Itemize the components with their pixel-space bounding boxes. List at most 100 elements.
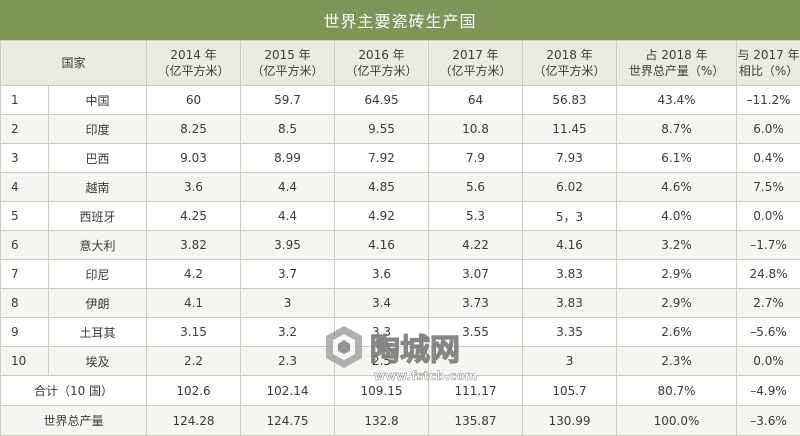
cell-2018: 56.83 (523, 86, 617, 115)
table-row: 10 埃及 2.2 2.3 2.5 3 2.3% 0.0% (1, 347, 800, 376)
cell-2016: 4.16 (335, 231, 429, 260)
cell-2017: 3.73 (429, 289, 523, 318)
cell-2014: 3.82 (147, 231, 241, 260)
cell-2017: 3.55 (429, 318, 523, 347)
cell-2015: 8.5 (241, 115, 335, 144)
cell-2014: 60 (147, 86, 241, 115)
table-row: 7 印尼 4.2 3.7 3.6 3.07 3.83 2.9% 24.8% (1, 260, 800, 289)
cell-change: –5.6% (737, 318, 800, 347)
header-2015-unit: （亿平方米） (252, 64, 324, 78)
cell-share: 43.4% (617, 86, 737, 115)
cell-2017 (429, 347, 523, 376)
country-name: 西班牙 (49, 202, 147, 231)
cell-2014: 9.03 (147, 144, 241, 173)
cell-2014: 3.6 (147, 173, 241, 202)
cell-2015: 3.95 (241, 231, 335, 260)
cell-change: 0.0% (737, 202, 800, 231)
country-name: 土耳其 (49, 318, 147, 347)
cell-2018: 105.7 (523, 376, 617, 406)
cell-2017: 135.87 (429, 406, 523, 436)
cell-2016: 3.6 (335, 260, 429, 289)
cell-2017: 4.22 (429, 231, 523, 260)
cell-2017: 7.9 (429, 144, 523, 173)
table-row: 3 巴西 9.03 8.99 7.92 7.9 7.93 6.1% 0.4% (1, 144, 800, 173)
cell-2014: 2.2 (147, 347, 241, 376)
cell-2016: 109.15 (335, 376, 429, 406)
header-share-line1: 占 2018 年 (645, 48, 707, 62)
row-index: 8 (1, 289, 49, 318)
country-name: 伊朗 (49, 289, 147, 318)
cell-2017: 64 (429, 86, 523, 115)
cell-change: –1.7% (737, 231, 800, 260)
table-row: 6 意大利 3.82 3.95 4.16 4.22 4.16 3.2% –1.7… (1, 231, 800, 260)
cell-2015: 2.3 (241, 347, 335, 376)
header-2014: 2014 年（亿平方米） (147, 41, 241, 86)
table-row: 5 西班牙 4.25 4.4 4.92 5.3 5，3 4.0% 0.0% (1, 202, 800, 231)
cell-2017: 5.3 (429, 202, 523, 231)
header-2015-year: 2015 年 (264, 48, 310, 62)
cell-2014: 3.15 (147, 318, 241, 347)
cell-share: 3.2% (617, 231, 737, 260)
cell-2017: 3.07 (429, 260, 523, 289)
row-index: 10 (1, 347, 49, 376)
cell-2018: 3 (523, 347, 617, 376)
cell-change: 24.8% (737, 260, 800, 289)
country-name: 巴西 (49, 144, 147, 173)
country-name: 意大利 (49, 231, 147, 260)
header-row: 国家 2014 年（亿平方米） 2015 年（亿平方米） 2016 年（亿平方米… (1, 41, 800, 86)
cell-2018: 130.99 (523, 406, 617, 436)
row-index: 7 (1, 260, 49, 289)
cell-2016: 4.92 (335, 202, 429, 231)
cell-change: 2.7% (737, 289, 800, 318)
cell-change: –3.6% (737, 406, 800, 436)
cell-2017: 10.8 (429, 115, 523, 144)
cell-2018: 11.45 (523, 115, 617, 144)
cell-change: 6.0% (737, 115, 800, 144)
cell-2015: 3.7 (241, 260, 335, 289)
cell-share: 8.7% (617, 115, 737, 144)
cell-share: 4.6% (617, 173, 737, 202)
cell-2018: 5，3 (523, 202, 617, 231)
header-2017: 2017 年（亿平方米） (429, 41, 523, 86)
header-2018: 2018 年 （亿平方米） (523, 41, 617, 86)
row-index: 6 (1, 231, 49, 260)
cell-2014: 102.6 (147, 376, 241, 406)
table-row: 4 越南 3.6 4.4 4.85 5.6 6.02 4.6% 7.5% (1, 173, 800, 202)
cell-change: –4.9% (737, 376, 800, 406)
production-table: 国家 2014 年（亿平方米） 2015 年（亿平方米） 2016 年（亿平方米… (0, 40, 800, 436)
page-title: 世界主要瓷砖生产国 (0, 0, 800, 40)
table-row: 1 中国 60 59.7 64.95 64 56.83 43.4% –11.2% (1, 86, 800, 115)
row-index: 1 (1, 86, 49, 115)
row-index: 2 (1, 115, 49, 144)
country-name: 越南 (49, 173, 147, 202)
table-row: 2 印度 8.25 8.5 9.55 10.8 11.45 8.7% 6.0% (1, 115, 800, 144)
cell-2018: 7.93 (523, 144, 617, 173)
cell-2015: 3.2 (241, 318, 335, 347)
cell-2015: 3 (241, 289, 335, 318)
header-share-line2: 世界总产量（%） (629, 64, 724, 78)
cell-2015: 8.99 (241, 144, 335, 173)
cell-2016: 2.5 (335, 347, 429, 376)
cell-share: 2.9% (617, 260, 737, 289)
cell-2014: 4.1 (147, 289, 241, 318)
header-2017-year: 2017 年 (452, 48, 498, 62)
header-2016: 2016 年（亿平方米） (335, 41, 429, 86)
cell-2015: 59.7 (241, 86, 335, 115)
cell-2016: 4.85 (335, 173, 429, 202)
cell-2018: 3.35 (523, 318, 617, 347)
cell-change: 0.0% (737, 347, 800, 376)
header-2018-year: 2018 年 (546, 48, 592, 62)
cell-2016: 64.95 (335, 86, 429, 115)
cell-2014: 124.28 (147, 406, 241, 436)
cell-share: 100.0% (617, 406, 737, 436)
total-label: 合计（10 国） (1, 376, 147, 406)
header-share: 占 2018 年世界总产量（%） (617, 41, 737, 86)
row-index: 9 (1, 318, 49, 347)
cell-change: –11.2% (737, 86, 800, 115)
table-row: 9 土耳其 3.15 3.2 3.3 3.55 3.35 2.6% –5.6% (1, 318, 800, 347)
row-index: 5 (1, 202, 49, 231)
header-2018-unit: （亿平方米） (534, 64, 606, 78)
total-label: 世界总产量 (1, 406, 147, 436)
cell-2014: 4.25 (147, 202, 241, 231)
cell-2018: 6.02 (523, 173, 617, 202)
